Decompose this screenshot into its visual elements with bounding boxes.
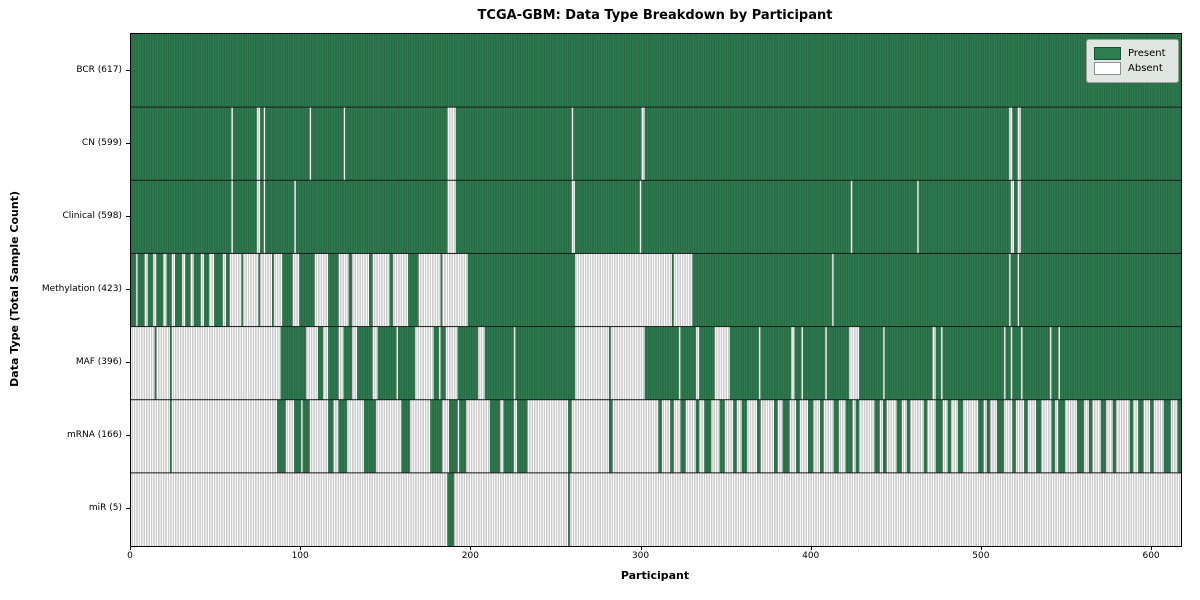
- y-tick-mark: [126, 362, 130, 364]
- x-tick-mark: [810, 546, 812, 550]
- x-tick-mark: [300, 546, 302, 550]
- x-tick-mark: [1151, 546, 1153, 550]
- legend-label-absent: Absent: [1128, 63, 1163, 74]
- x-tick-label: 500: [972, 551, 990, 561]
- x-tick-label: 600: [1142, 551, 1160, 561]
- x-tick-mark: [640, 546, 642, 550]
- y-tick-label-CN: CN (599): [81, 137, 122, 148]
- heatmap-canvas: [131, 34, 1181, 546]
- chart-title: TCGA-GBM: Data Type Breakdown by Partici…: [477, 8, 833, 23]
- plot-area: [130, 33, 1182, 547]
- absent-swatch: [1094, 62, 1121, 75]
- y-tick-label-Clinical: Clinical (598): [62, 210, 122, 221]
- y-tick-mark: [126, 215, 130, 217]
- x-tick-label: 400: [802, 551, 820, 561]
- y-tick-mark: [126, 508, 130, 510]
- y-tick-label-mRNA: mRNA (166): [67, 430, 122, 441]
- legend-label-present: Present: [1128, 48, 1166, 59]
- x-axis-label: Participant: [620, 569, 690, 582]
- y-tick-mark: [126, 69, 130, 71]
- y-tick-label-MAF: MAF (396): [75, 357, 122, 368]
- legend: Present Absent: [1086, 39, 1179, 83]
- y-tick-mark: [126, 435, 130, 437]
- y-tick-mark: [126, 289, 130, 290]
- y-tick-label-Methylation: Methylation (423): [41, 284, 122, 294]
- legend-item-absent: Absent: [1094, 62, 1170, 75]
- legend-item-present: Present: [1094, 47, 1170, 60]
- y-tick-mark: [126, 142, 130, 144]
- x-tick-mark: [980, 546, 982, 550]
- x-tick-label: 300: [631, 551, 650, 561]
- x-tick-mark: [130, 546, 131, 550]
- y-tick-label-miR: miR (5): [88, 503, 122, 514]
- present-swatch: [1094, 47, 1121, 60]
- x-tick-label: 0: [127, 551, 133, 561]
- x-tick-label: 100: [291, 551, 309, 561]
- x-tick-mark: [470, 546, 472, 550]
- x-tick-label: 200: [461, 551, 479, 561]
- y-tick-label-BCR: BCR (617): [76, 64, 122, 75]
